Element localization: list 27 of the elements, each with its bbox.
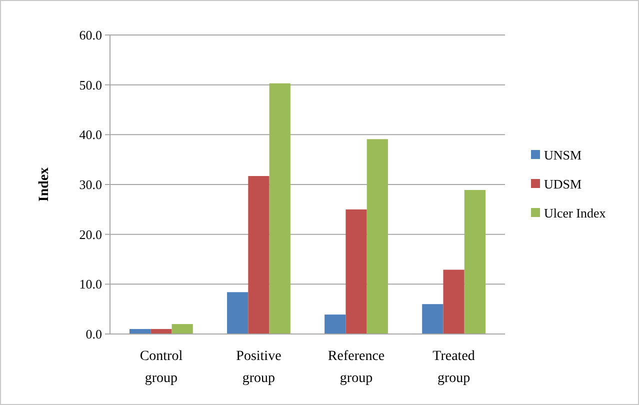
bar xyxy=(366,139,388,334)
y-tick-label: 30.0 xyxy=(79,177,102,192)
y-tick-label: 0.0 xyxy=(86,326,102,342)
bar xyxy=(324,314,346,334)
bar xyxy=(464,190,486,334)
bar xyxy=(443,270,464,334)
y-tick-label: 40.0 xyxy=(79,127,102,142)
legend-label: UDSM xyxy=(544,176,582,192)
bar xyxy=(422,304,444,334)
bar xyxy=(227,292,248,334)
legend-label: Ulcer Index xyxy=(544,206,606,221)
x-tick-label: Treated group xyxy=(432,349,475,386)
bar xyxy=(130,329,151,334)
y-axis-title: Index xyxy=(37,167,52,202)
legend-label: UNSM xyxy=(544,148,582,163)
bar xyxy=(346,209,367,334)
y-tick-label: 50.0 xyxy=(79,77,102,92)
x-tick-label: Control group xyxy=(140,349,183,386)
y-tick-label: 60.0 xyxy=(79,28,102,43)
y-tick-label: 10.0 xyxy=(79,276,102,292)
bar xyxy=(172,324,193,334)
x-tick-label: Positive group xyxy=(236,349,282,386)
bar xyxy=(248,176,270,334)
x-tick-label: Reference group xyxy=(328,349,385,386)
y-tick-label: 20.0 xyxy=(79,226,102,242)
bar xyxy=(150,329,172,334)
bar xyxy=(269,83,290,334)
